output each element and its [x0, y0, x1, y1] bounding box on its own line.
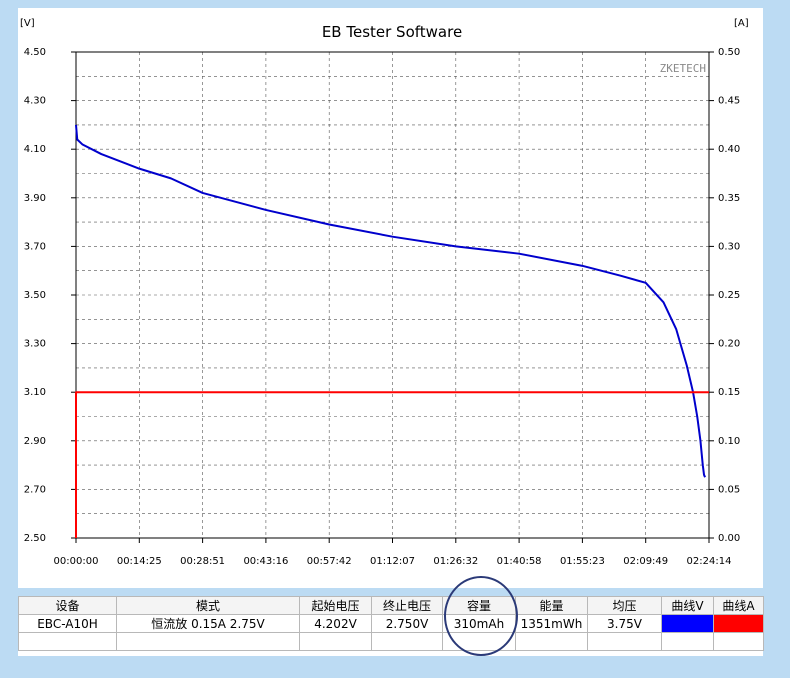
- right-tick-label: 0.30: [718, 241, 740, 252]
- voltage-current-chart: EB Tester Software [V] [A] ZKETECH 4.504…: [20, 18, 749, 567]
- x-tick-label: 01:40:58: [497, 556, 542, 567]
- table-header-row: 设备 模式 起始电压 终止电压 容量 能量 均压 曲线V 曲线A: [18, 596, 764, 615]
- right-tick-label: 0.50: [718, 47, 740, 58]
- table-row[interactable]: EBC-A10H 恒流放 0.15A 2.75V 4.202V 2.750V 3…: [18, 614, 764, 633]
- test-info-table: 设备 模式 起始电压 终止电压 容量 能量 均压 曲线V 曲线A EBC-A10…: [18, 596, 764, 656]
- cell-start-voltage: 4.202V: [299, 614, 372, 633]
- chart-series: [75, 124, 709, 538]
- right-tick-label: 0.05: [718, 484, 740, 495]
- header-energy[interactable]: 能量: [515, 596, 588, 615]
- left-tick-label: 4.50: [24, 47, 46, 58]
- x-tick-label: 00:14:25: [117, 556, 162, 567]
- chart-title: EB Tester Software: [322, 23, 462, 41]
- left-axis-ticks: 4.50 4.30 4.10 3.90 3.70 3.50 3.30 3.10 2.90 2.70…: [24, 47, 76, 544]
- cell-capacity: 310mAh: [442, 614, 516, 633]
- right-tick-label: 0.45: [718, 96, 740, 107]
- brand-watermark: ZKETECH: [660, 62, 706, 75]
- curve-v-color-swatch[interactable]: [661, 614, 714, 633]
- empty-cell: [442, 632, 516, 651]
- curve-a-color-swatch[interactable]: [713, 614, 764, 633]
- right-axis-unit: [A]: [734, 18, 749, 29]
- right-tick-label: 0.20: [718, 339, 740, 350]
- voltage-series-line: [75, 124, 706, 478]
- x-tick-label: 00:43:16: [243, 556, 288, 567]
- empty-cell: [116, 632, 300, 651]
- right-tick-label: 0.00: [718, 533, 740, 544]
- current-series-line: [75, 391, 709, 538]
- right-tick-label: 0.10: [718, 436, 740, 447]
- cell-avg-voltage: 3.75V: [587, 614, 662, 633]
- x-tick-label: 00:00:00: [54, 556, 99, 567]
- header-end-voltage[interactable]: 终止电压: [371, 596, 443, 615]
- left-axis-unit: [V]: [20, 18, 35, 29]
- left-tick-label: 3.50: [24, 290, 46, 301]
- header-device[interactable]: 设备: [18, 596, 117, 615]
- empty-cell: [713, 632, 764, 651]
- x-tick-label: 02:24:14: [687, 556, 732, 567]
- left-tick-label: 3.30: [24, 339, 46, 350]
- cell-energy: 1351mWh: [515, 614, 588, 633]
- left-tick-label: 4.10: [24, 144, 46, 155]
- cell-mode: 恒流放 0.15A 2.75V: [116, 614, 300, 633]
- header-curve-v[interactable]: 曲线V: [661, 596, 714, 615]
- empty-cell: [587, 632, 662, 651]
- right-tick-label: 0.25: [718, 290, 740, 301]
- left-tick-label: 2.70: [24, 484, 46, 495]
- empty-cell: [515, 632, 588, 651]
- empty-cell: [661, 632, 714, 651]
- x-tick-label: 00:57:42: [307, 556, 352, 567]
- empty-cell: [299, 632, 372, 651]
- left-tick-label: 3.90: [24, 193, 46, 204]
- empty-cell: [18, 632, 117, 651]
- chart-panel: EB Tester Software [V] [A] ZKETECH 4.50 4…: [18, 8, 763, 588]
- left-tick-label: 4.30: [24, 96, 46, 107]
- grid-lines: [76, 52, 709, 538]
- right-axis-ticks: 0.50 0.45 0.40 0.35 0.30 0.25 0.20 0.15 0.10 0.05…: [709, 47, 740, 544]
- right-tick-label: 0.35: [718, 193, 740, 204]
- cell-device: EBC-A10H: [18, 614, 117, 633]
- x-tick-label: 01:55:23: [560, 556, 605, 567]
- x-tick-label: 01:26:32: [433, 556, 478, 567]
- cell-end-voltage: 2.750V: [371, 614, 443, 633]
- left-tick-label: 3.70: [24, 241, 46, 252]
- x-tick-label: 01:12:07: [370, 556, 415, 567]
- left-tick-label: 2.90: [24, 436, 46, 447]
- empty-cell: [371, 632, 443, 651]
- left-tick-label: 3.10: [24, 387, 46, 398]
- header-avg-voltage[interactable]: 均压: [587, 596, 662, 615]
- header-curve-a[interactable]: 曲线A: [713, 596, 764, 615]
- header-start-voltage[interactable]: 起始电压: [299, 596, 372, 615]
- right-tick-label: 0.15: [718, 387, 740, 398]
- header-mode[interactable]: 模式: [116, 596, 300, 615]
- table-empty-row: [18, 632, 764, 651]
- header-capacity[interactable]: 容量: [442, 596, 516, 615]
- right-tick-label: 0.40: [718, 144, 740, 155]
- x-tick-label: 00:28:51: [180, 556, 225, 567]
- x-axis-ticks: 00:00:00 00:14:25 00:28:51 00:43:16 00:57:42…: [54, 538, 732, 567]
- x-tick-label: 02:09:49: [623, 556, 668, 567]
- left-tick-label: 2.50: [24, 533, 46, 544]
